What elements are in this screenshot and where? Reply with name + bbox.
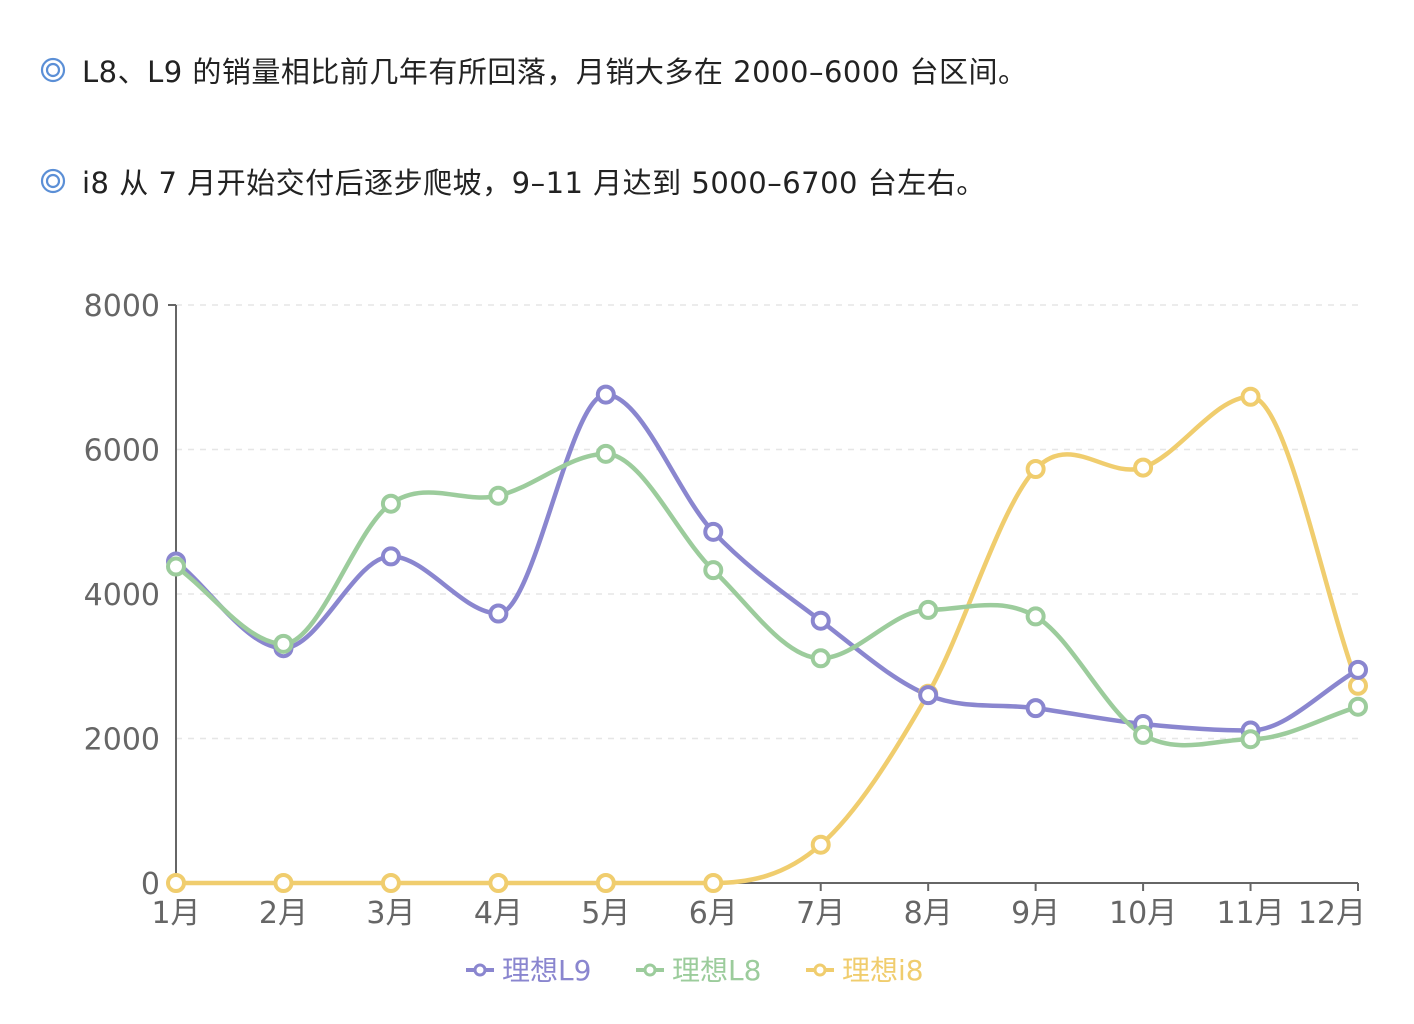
data-point[interactable] [1025, 698, 1046, 719]
data-point[interactable] [595, 873, 616, 893]
data-point[interactable] [1348, 696, 1368, 717]
legend-item[interactable]: 理想L8 [636, 954, 761, 987]
data-point[interactable] [810, 648, 831, 669]
x-tick-label: 11月 [1216, 896, 1284, 931]
y-tick-label: 0 [141, 867, 160, 902]
data-point[interactable] [380, 493, 401, 514]
data-point[interactable] [1348, 659, 1368, 680]
bullet-list: L8、L9 的销量相比前几年有所回落，月销大多在 2000–6000 台区间。 … [40, 50, 1380, 272]
data-point[interactable] [380, 546, 401, 567]
data-point[interactable] [488, 603, 509, 624]
legend-swatch-marker [473, 963, 487, 977]
y-tick-label: 4000 [84, 578, 160, 613]
bullet-item-l8-l9: L8、L9 的销量相比前几年有所回落，月销大多在 2000–6000 台区间。 [40, 50, 1380, 90]
series-lines [166, 384, 1368, 893]
x-tick-label: 9月 [1011, 896, 1060, 931]
legend-label: 理想i8 [842, 954, 924, 987]
x-tick-label: 1月 [151, 896, 200, 931]
data-point[interactable] [1348, 675, 1368, 696]
data-point[interactable] [380, 873, 401, 893]
x-tick-label: 10月 [1109, 896, 1177, 931]
y-tick-label: 8000 [84, 289, 160, 324]
x-tick-label: 2月 [259, 896, 308, 931]
bullet-item-i8: i8 从 7 月开始交付后逐步爬坡，9–11 月达到 5000–6700 台左右… [40, 161, 1380, 201]
data-point[interactable] [703, 873, 724, 893]
chart-svg: 0 2000 4000 6000 8000 1月 2月 3月 4月 5月 6月 7月 8月 9月 10月 11… [84, 289, 1368, 987]
data-point[interactable] [1133, 724, 1154, 745]
data-point[interactable] [488, 873, 509, 893]
data-point[interactable] [810, 834, 831, 855]
double-circle-icon [40, 168, 66, 194]
data-point[interactable] [273, 633, 294, 654]
series-line-2 [173, 394, 1361, 886]
data-point[interactable] [918, 599, 939, 620]
data-point[interactable] [810, 610, 831, 631]
data-point[interactable] [595, 384, 616, 405]
x-tick-label: 6月 [689, 896, 738, 931]
data-point[interactable] [1240, 729, 1261, 750]
legend: 理想L9 理想L8 理想i8 [466, 954, 924, 987]
y-tick-label: 2000 [84, 723, 160, 758]
legend-label: 理想L8 [672, 954, 761, 987]
sales-line-chart: 0 2000 4000 6000 8000 1月 2月 3月 4月 5月 6月 7月 8月 9月 10月 11… [0, 260, 1414, 1020]
legend-label: 理想L9 [502, 954, 591, 987]
x-tick-label: 12月 [1298, 896, 1366, 931]
legend-swatch-marker [813, 963, 827, 977]
bullet-text-l8-l9: L8、L9 的销量相比前几年有所回落，月销大多在 2000–6000 台区间。 [82, 55, 1028, 89]
grid-lines [176, 304, 1358, 740]
data-point[interactable] [166, 873, 186, 893]
legend-swatch-marker [643, 963, 657, 977]
data-point[interactable] [918, 685, 939, 706]
data-point[interactable] [1240, 386, 1261, 407]
legend-item[interactable]: 理想i8 [806, 954, 924, 987]
x-tick-label: 8月 [904, 896, 953, 931]
data-point[interactable] [273, 873, 294, 893]
bullet-text-i8: i8 从 7 月开始交付后逐步爬坡，9–11 月达到 5000–6700 台左右… [82, 166, 986, 200]
y-tick-label: 6000 [84, 434, 160, 469]
series-line-1 [173, 451, 1361, 748]
data-point[interactable] [703, 521, 724, 542]
x-tick-label: 4月 [474, 896, 523, 931]
axes: 0 2000 4000 6000 8000 1月 2月 3月 4月 5月 6月 7月 8月 9月 10月 11… [84, 289, 1366, 931]
data-point[interactable] [166, 556, 186, 577]
x-tick-label: 3月 [366, 896, 415, 931]
data-point[interactable] [595, 443, 616, 464]
data-point[interactable] [703, 560, 724, 581]
double-circle-icon [40, 57, 66, 83]
x-tick-label: 7月 [796, 896, 845, 931]
data-point[interactable] [1133, 457, 1154, 478]
x-tick-label: 5月 [581, 896, 630, 931]
data-point[interactable] [488, 485, 509, 506]
legend-item[interactable]: 理想L9 [466, 954, 591, 987]
data-point[interactable] [1025, 459, 1046, 480]
data-point[interactable] [1025, 606, 1046, 627]
